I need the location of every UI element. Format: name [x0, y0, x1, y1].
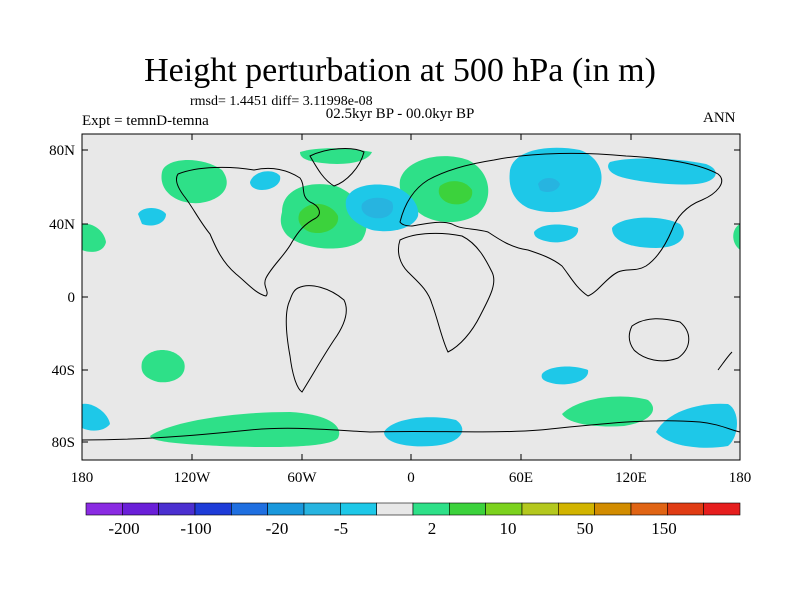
colorbar-box [703, 502, 741, 516]
colorbar-label: 150 [651, 519, 677, 538]
colorbar-box [122, 502, 159, 516]
colorbar-box [340, 502, 377, 516]
lat-tick-label: 80N [49, 143, 75, 159]
coast-south-america [285, 285, 347, 393]
colorbar-label: 10 [500, 519, 517, 538]
colorbar [85, 502, 741, 516]
experiment-label: Expt = temnD-temna [82, 113, 209, 129]
season-label: ANN [703, 110, 736, 126]
colorbar-box [231, 502, 268, 516]
colorbar-box [449, 502, 486, 516]
colorbar-box [412, 502, 450, 516]
anomaly-blue-east-siberia [608, 158, 716, 185]
anomaly-lightgreen-europe [438, 181, 473, 205]
anomaly-blue-canada [250, 171, 281, 190]
anomaly-blue-central-asia [534, 224, 579, 243]
lat-tick-label: 0 [68, 290, 76, 306]
colorbar-box [85, 502, 123, 516]
anomaly-green-southern-ocean-east [562, 396, 654, 427]
chart-title: Height perturbation at 500 hPa (in m) [144, 52, 656, 89]
coastlines [82, 148, 740, 441]
lon-tick-label: 60E [509, 470, 533, 486]
colorbar-label: -5 [334, 519, 348, 538]
coast-africa [397, 232, 495, 353]
colorbar-box [558, 502, 595, 516]
lat-tick-label: 80S [52, 435, 75, 451]
coast-greenland [309, 148, 365, 187]
lat-tick-label: 40S [52, 363, 75, 379]
colorbar-box [158, 502, 196, 516]
anomaly-green-south-pacific [141, 350, 185, 383]
latitude-axis: 80N 40N 0 40S 80S [49, 143, 740, 451]
lon-tick-label: 60W [287, 470, 317, 486]
lon-tick-label: 180 [71, 470, 94, 486]
lat-tick-label: 40N [49, 217, 75, 233]
colorbar-label: -20 [266, 519, 289, 538]
anomaly-green-north-pacific [161, 160, 227, 204]
anomaly-blue-south-atlantic-edge-west [82, 403, 110, 431]
colorbar-box [194, 502, 232, 516]
colorbar-box [485, 502, 523, 516]
anomaly-blue-southern-pacific-east [656, 403, 737, 448]
anomaly-blue-north-pacific [138, 208, 166, 226]
colorbar-label: -100 [180, 519, 211, 538]
colorbar-box [521, 502, 559, 516]
lon-tick-label: 120W [174, 470, 212, 486]
anomaly-lightgreen-north-america [298, 203, 339, 234]
coast-australia [628, 318, 690, 362]
colorbar-box [630, 502, 668, 516]
period-line: 02.5kyr BP - 00.0kyr BP [325, 106, 475, 122]
coast-new-zealand [717, 351, 733, 371]
colorbar-box [303, 502, 341, 516]
coast-north-america [175, 166, 320, 297]
lon-tick-label: 180 [729, 470, 752, 486]
colorbar-label: -200 [108, 519, 139, 538]
lon-tick-label: 0 [407, 470, 415, 486]
anomaly-green-arctic-canada [300, 148, 372, 164]
anomaly-layer [82, 147, 740, 448]
anomaly-blue-indian-ocean [541, 366, 589, 385]
colorbar-label: 2 [428, 519, 437, 538]
colorbar-labels: -200 -100 -20 -5 2 10 50 150 [108, 519, 676, 538]
anomaly-green-west-pacific-edge [82, 223, 106, 252]
stats-line: rmsd= 1.4451 diff= 3.11998e-08 [190, 94, 373, 109]
longitude-axis: 180 120W 60W 0 60E 120E 180 [71, 134, 752, 486]
colorbar-box [267, 502, 305, 516]
anomaly-green-east-pacific-edge [733, 224, 740, 250]
anomaly-midblue-siberia [538, 178, 560, 192]
anomaly-blue-east-asia [612, 217, 684, 248]
colorbar-box [667, 502, 704, 516]
lon-tick-label: 120E [615, 470, 647, 486]
colorbar-box [594, 502, 632, 516]
coast-eurasia [399, 152, 723, 297]
anomaly-green-southern-ocean-west [150, 412, 340, 448]
anomaly-midblue-north-atlantic [361, 197, 394, 219]
colorbar-label: 50 [577, 519, 594, 538]
coast-antarctica [82, 420, 740, 441]
colorbar-box [376, 502, 414, 516]
